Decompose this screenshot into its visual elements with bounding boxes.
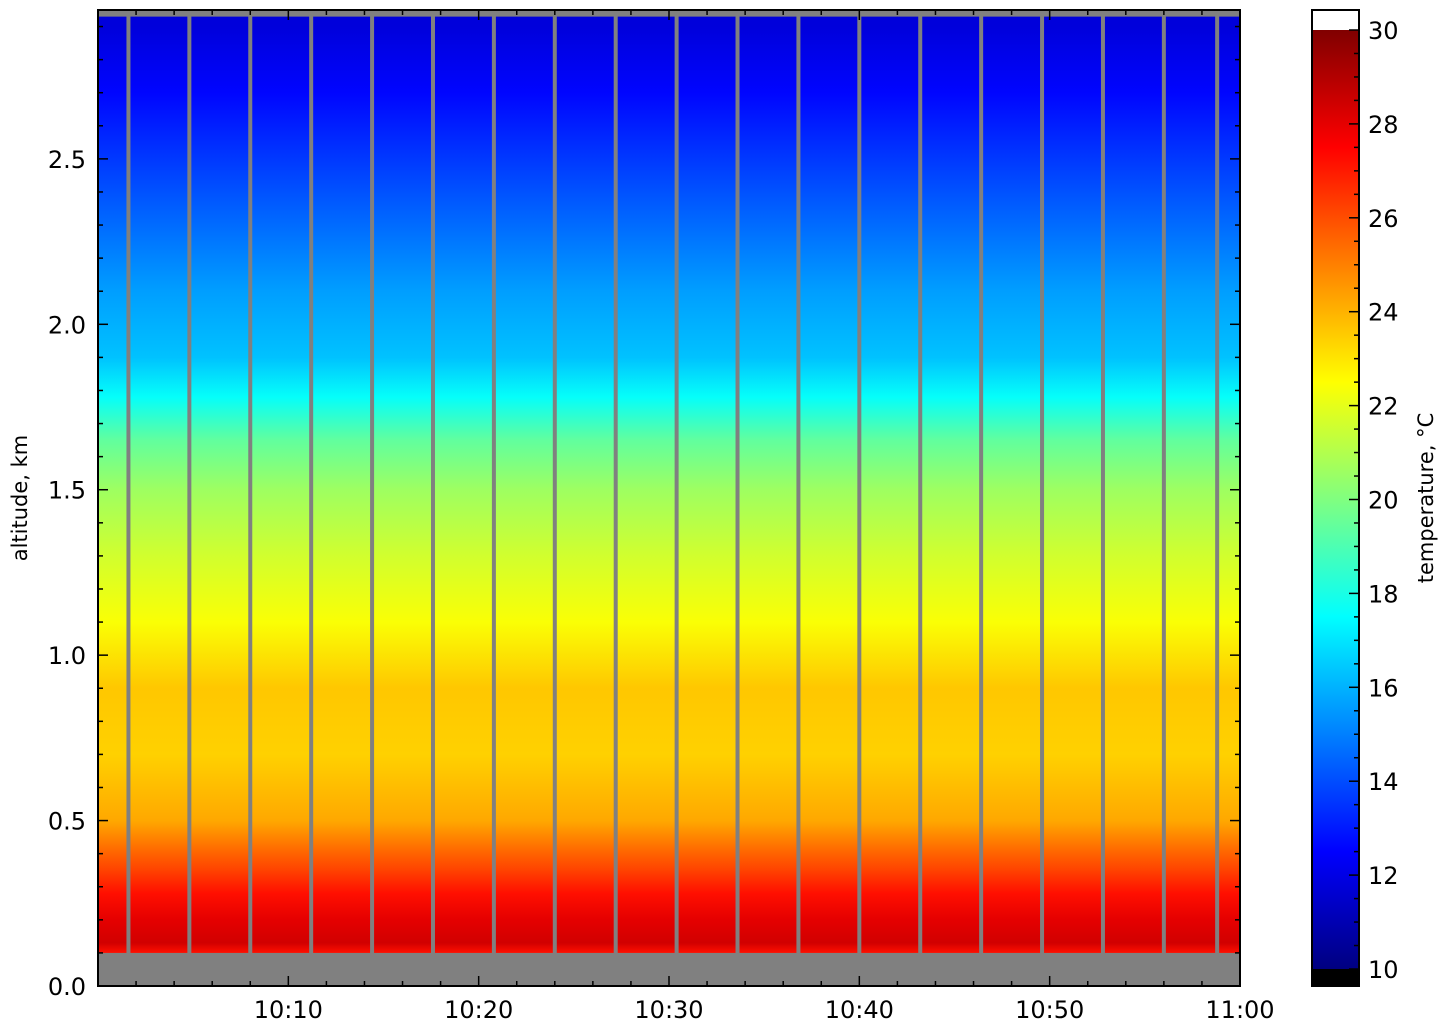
colorbar-tick-label: 16 [1368,674,1399,702]
colorbar: 10 12 14 16 18 20 22 24 26 28 30 [1311,9,1399,987]
x-tick-label: 11:00 [1205,996,1274,1024]
colorbar-tick-label: 24 [1368,299,1399,327]
colorbar-tick-label: 14 [1368,768,1399,796]
colorbar-over-extension [1312,10,1359,30]
temperature-field [98,10,1240,986]
colorbar-label: temperature, °C [1414,413,1438,584]
y-tick-label: 2.5 [48,146,86,174]
y-tick-label: 1.5 [48,477,86,505]
plot-area [98,10,1240,986]
colorbar-tick-label: 10 [1368,956,1399,984]
x-tick-label: 10:30 [634,996,703,1024]
y-tick-label: 2.0 [48,311,86,339]
x-axis: 10:10 10:20 10:30 10:40 10:50 11:00 [97,10,1275,1024]
x-tick-label: 10:10 [254,996,323,1024]
colorbar-tick-label: 12 [1368,862,1399,890]
y-tick-label: 0.0 [48,973,86,1001]
y-tick-label: 0.5 [48,808,86,836]
colorbar-ticks: 10 12 14 16 18 20 22 24 26 28 30 [1349,17,1399,984]
colorbar-tick-label: 20 [1368,487,1399,515]
colorbar-frame [1311,9,1360,987]
colorbar-under-extension [1312,969,1359,986]
colorbar-tick-label: 28 [1368,111,1399,139]
colorbar-tick-label: 30 [1368,17,1399,45]
colorbar-tick-label: 18 [1368,580,1399,608]
x-tick-label: 10:40 [825,996,894,1024]
x-tick-label: 10:20 [444,996,513,1024]
y-axis-label: altitude, km [8,435,32,562]
y-tick-label: 1.0 [48,642,86,670]
colorbar-tick-label: 22 [1368,393,1399,421]
x-tick-label: 10:50 [1015,996,1084,1024]
profile-gap-lines [126,10,1220,986]
y-axis: 0.0 0.5 1.0 1.5 2.0 2.5 [48,25,1240,1001]
colorbar-tick-label: 26 [1368,205,1399,233]
